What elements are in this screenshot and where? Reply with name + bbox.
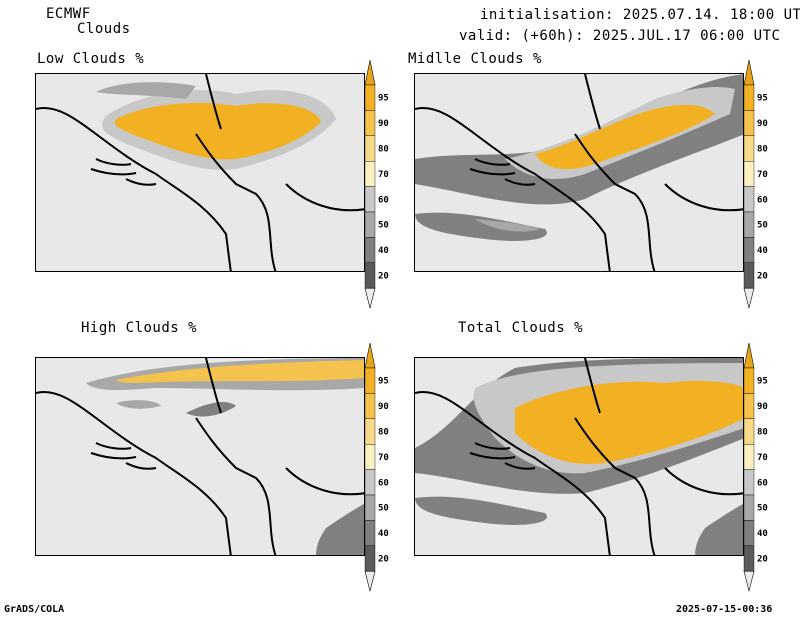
colorbar-label-95: 95 (757, 94, 768, 104)
product-name: Clouds (77, 21, 131, 37)
colorbar-segment-20 (364, 262, 376, 289)
colorbar-segment-80 (364, 418, 376, 445)
colorbar-middle-clouds: 95 90 80 70 60 50 40 20 (743, 59, 776, 309)
colorbar-segment-60 (743, 186, 755, 213)
colorbar-segment-95 (743, 84, 755, 111)
panel-title-middle-clouds: Midlle Clouds % (408, 51, 542, 67)
colorbar-segment-50 (743, 211, 755, 238)
colorbar-label-60: 60 (378, 195, 389, 205)
colorbar-top-arrow (364, 59, 376, 86)
colorbar-label-20: 20 (378, 272, 389, 282)
colorbar-label-90: 90 (378, 119, 389, 129)
colorbar-label-90: 90 (757, 402, 768, 412)
map-middle-clouds (414, 73, 744, 272)
colorbar-segment-60 (743, 469, 755, 496)
colorbar-segment-70 (364, 160, 376, 187)
colorbar-segment-80 (364, 135, 376, 162)
colorbar-segment-40 (743, 237, 755, 263)
colorbar-segment-20 (364, 545, 376, 572)
colorbar-bottom-arrow (743, 570, 755, 592)
colorbar-label-50: 50 (378, 221, 389, 231)
colorbar-segment-70 (364, 443, 376, 470)
colorbar-segment-95 (364, 84, 376, 111)
map-low-clouds (35, 73, 365, 272)
colorbar-bottom-arrow (364, 287, 376, 309)
colorbar-segment-70 (743, 160, 755, 187)
colorbar-label-40: 40 (378, 246, 389, 256)
colorbar-label-70: 70 (757, 170, 768, 180)
colorbar-label-70: 70 (757, 453, 768, 463)
colorbar-top-arrow (743, 59, 755, 86)
colorbar-label-80: 80 (757, 428, 768, 438)
panel-title-total-clouds: Total Clouds % (458, 320, 584, 336)
colorbar-label-50: 50 (378, 504, 389, 514)
colorbar-label-60: 60 (757, 195, 768, 205)
footer-software: GrADS/COLA (4, 604, 65, 615)
colorbar-label-80: 80 (757, 145, 768, 155)
colorbar-segment-50 (743, 494, 755, 521)
colorbar-segment-90 (743, 110, 755, 137)
colorbar-label-90: 90 (378, 402, 389, 412)
colorbar-label-20: 20 (757, 555, 768, 565)
initialisation-line: initialisation: 2025.07.14. 18:00 UTC (480, 7, 800, 23)
colorbar-segment-95 (743, 367, 755, 394)
colorbar-label-70: 70 (378, 453, 389, 463)
colorbar-segment-70 (743, 443, 755, 470)
colorbar-segment-90 (364, 393, 376, 420)
map-total-clouds (414, 357, 744, 556)
colorbar-label-70: 70 (378, 170, 389, 180)
colorbar-top-arrow (364, 342, 376, 369)
colorbar-segment-60 (364, 469, 376, 496)
colorbar-segment-90 (364, 110, 376, 137)
colorbar-bottom-arrow (743, 287, 755, 309)
colorbar-segment-40 (364, 237, 376, 263)
colorbar-label-20: 20 (378, 555, 389, 565)
colorbar-label-20: 20 (757, 272, 768, 282)
colorbar-label-80: 80 (378, 145, 389, 155)
panel-title-high-clouds: High Clouds % (81, 320, 198, 336)
model-name: ECMWF (46, 6, 91, 22)
colorbar-segment-20 (743, 262, 755, 289)
colorbar-label-80: 80 (378, 428, 389, 438)
colorbar-label-60: 60 (378, 478, 389, 488)
colorbar-segment-40 (364, 520, 376, 546)
colorbar-segment-80 (743, 135, 755, 162)
colorbar-segment-95 (364, 367, 376, 394)
colorbar-top-arrow (743, 342, 755, 369)
colorbar-label-40: 40 (757, 529, 768, 539)
colorbar-segment-90 (743, 393, 755, 420)
colorbar-low-clouds: 95 90 80 70 60 50 40 20 (364, 59, 397, 309)
colorbar-segment-20 (743, 545, 755, 572)
colorbar-total-clouds: 95 90 80 70 60 50 40 20 (743, 342, 776, 592)
colorbar-label-40: 40 (378, 529, 389, 539)
footer-timestamp: 2025-07-15-00:36 (676, 604, 773, 615)
colorbar-label-95: 95 (378, 94, 389, 104)
colorbar-segment-60 (364, 186, 376, 213)
colorbar-label-95: 95 (757, 377, 768, 387)
colorbar-segment-50 (364, 494, 376, 521)
colorbar-segment-40 (743, 520, 755, 546)
colorbar-bottom-arrow (364, 570, 376, 592)
map-high-clouds (35, 357, 365, 556)
colorbar-label-50: 50 (757, 504, 768, 514)
valid-line: valid: (+60h): 2025.JUL.17 06:00 UTC (459, 28, 781, 44)
colorbar-segment-80 (743, 418, 755, 445)
colorbar-label-95: 95 (378, 377, 389, 387)
colorbar-label-40: 40 (757, 246, 768, 256)
colorbar-label-90: 90 (757, 119, 768, 129)
colorbar-high-clouds: 95 90 80 70 60 50 40 20 (364, 342, 397, 592)
colorbar-label-60: 60 (757, 478, 768, 488)
colorbar-label-50: 50 (757, 221, 768, 231)
colorbar-segment-50 (364, 211, 376, 238)
panel-title-low-clouds: Low Clouds % (37, 51, 145, 67)
